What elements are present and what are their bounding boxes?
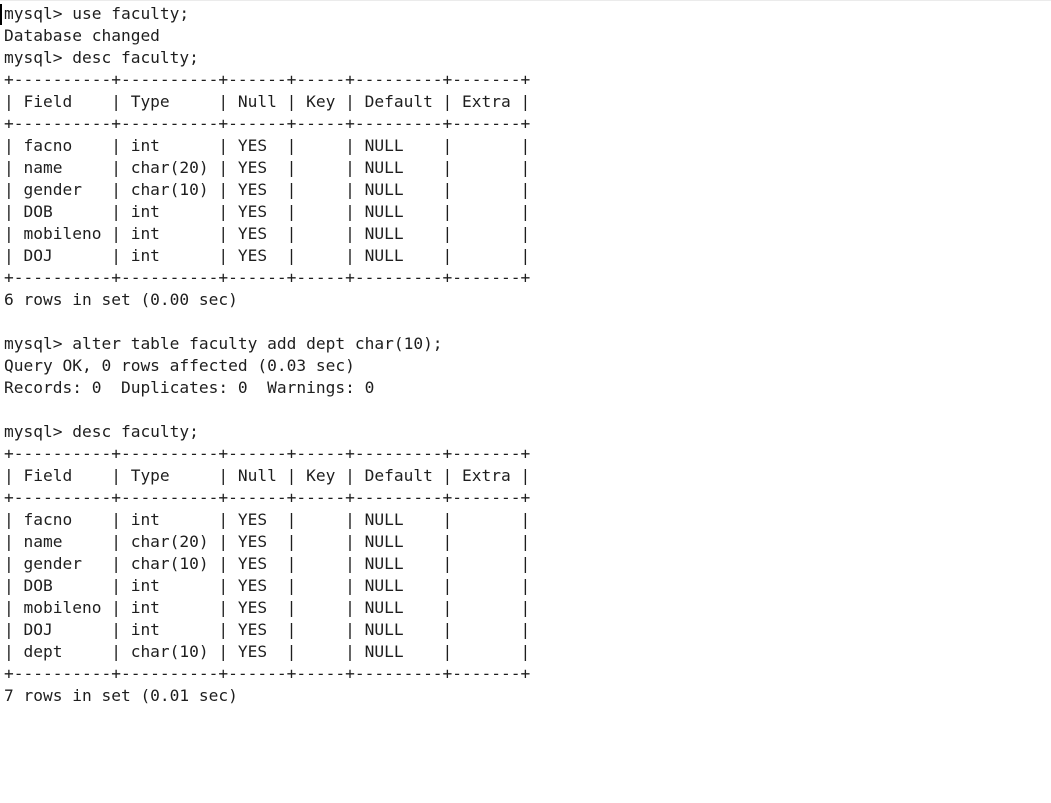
text-cursor (0, 4, 2, 25)
command-line: mysql> desc faculty; (4, 422, 199, 441)
blank-line (4, 311, 1051, 333)
table-header-line: | Field | Type | Null | Key | Default | … (4, 92, 531, 111)
table-border-line: +----------+----------+------+-----+----… (4, 488, 531, 507)
table-row-line: | gender | char(10) | YES | | NULL | | (4, 554, 531, 573)
output-line: Query OK, 0 rows affected (0.03 sec) (4, 356, 355, 375)
table-row-line: | gender | char(10) | YES | | NULL | | (4, 180, 531, 199)
table-border-line: +----------+----------+------+-----+----… (4, 664, 531, 683)
table-row-line: | dept | char(10) | YES | | NULL | | (4, 642, 531, 661)
table-row-line: | facno | int | YES | | NULL | | (4, 510, 531, 529)
output-line: Records: 0 Duplicates: 0 Warnings: 0 (4, 378, 375, 397)
result-summary-line: 7 rows in set (0.01 sec) (4, 686, 238, 705)
table-header-line: | Field | Type | Null | Key | Default | … (4, 466, 531, 485)
table-border-line: +----------+----------+------+-----+----… (4, 114, 531, 133)
output-line: Database changed (4, 26, 160, 45)
command-line: mysql> use faculty; (4, 4, 190, 23)
table-row-line: | facno | int | YES | | NULL | | (4, 136, 531, 155)
terminal-output[interactable]: mysql> use faculty; Database changed mysql… (0, 1, 1051, 707)
result-summary-line: 6 rows in set (0.00 sec) (4, 290, 238, 309)
table-row-line: | DOJ | int | YES | | NULL | | (4, 620, 531, 639)
command-line: mysql> alter table faculty add dept char… (4, 334, 443, 353)
table-row-line: | DOB | int | YES | | NULL | | (4, 576, 531, 595)
table-border-line: +----------+----------+------+-----+----… (4, 444, 531, 463)
table-row-line: | DOJ | int | YES | | NULL | | (4, 246, 531, 265)
table-border-line: +----------+----------+------+-----+----… (4, 268, 531, 287)
table-row-line: | mobileno | int | YES | | NULL | | (4, 224, 531, 243)
table-row-line: | name | char(20) | YES | | NULL | | (4, 532, 531, 551)
table-row-line: | DOB | int | YES | | NULL | | (4, 202, 531, 221)
command-line: mysql> desc faculty; (4, 48, 199, 67)
blank-line (4, 399, 1051, 421)
table-row-line: | name | char(20) | YES | | NULL | | (4, 158, 531, 177)
table-border-line: +----------+----------+------+-----+----… (4, 70, 531, 89)
table-row-line: | mobileno | int | YES | | NULL | | (4, 598, 531, 617)
